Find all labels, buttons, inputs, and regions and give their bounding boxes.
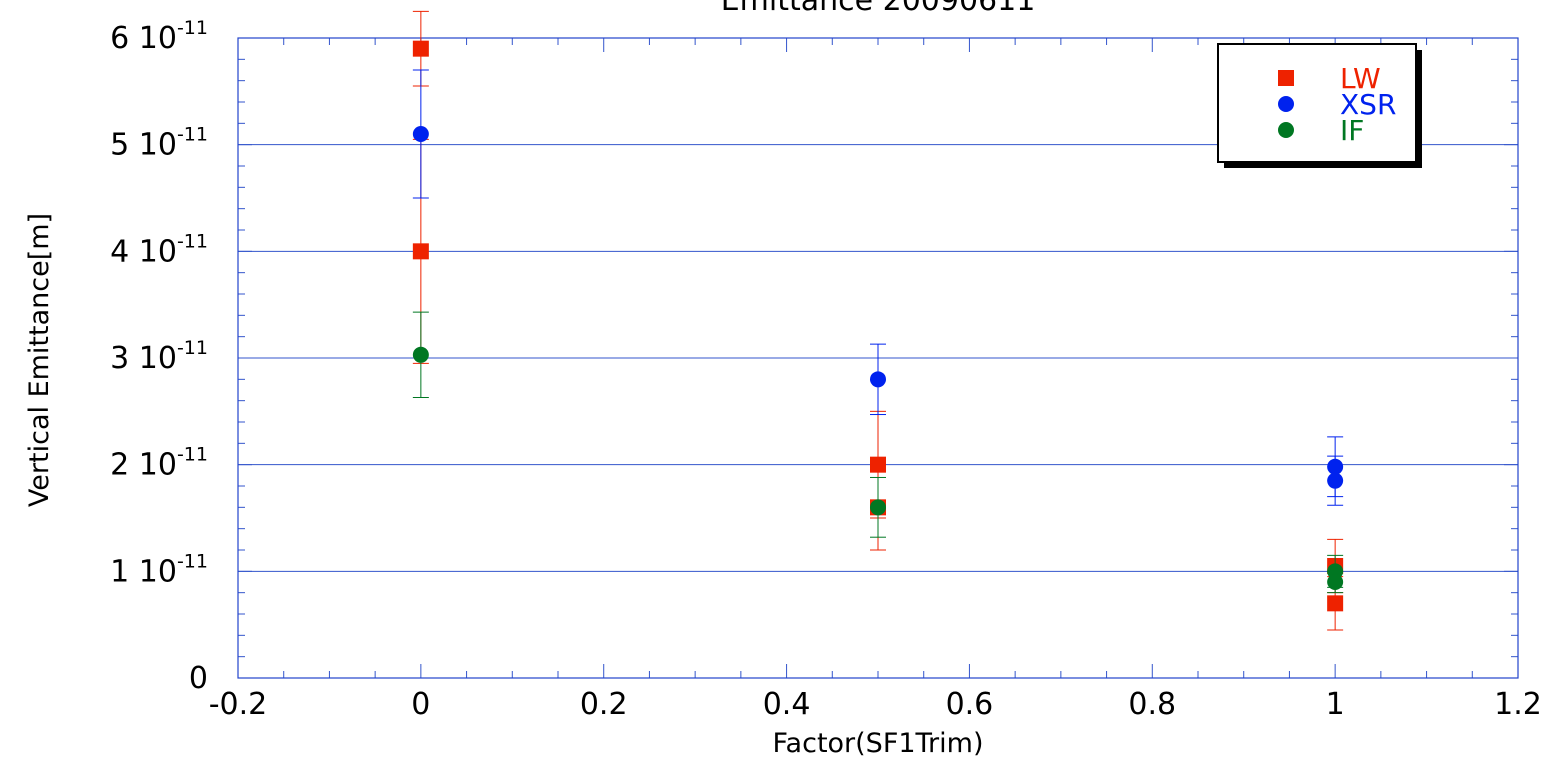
chart-title: Emittance 20090611 xyxy=(721,0,1036,18)
data-point-circle xyxy=(870,499,886,516)
y-tick-label: 3 10-11 xyxy=(110,337,208,376)
x-tick-label: 0.6 xyxy=(946,687,994,722)
legend-label-if: IF xyxy=(1340,114,1364,147)
legend-box xyxy=(1217,43,1417,163)
x-tick-label: 1.2 xyxy=(1494,687,1542,722)
y-tick-label: 0 xyxy=(189,661,208,696)
data-point-circle xyxy=(412,126,429,142)
data-point-circle xyxy=(1327,458,1344,475)
x-axis-ticks: -0.2 0 0.2 0.4 0.6 0.8 1 1.2 xyxy=(209,687,1542,722)
x-tick-label: -0.2 xyxy=(209,687,268,722)
y-axis-ticks: 0 1 10-11 2 10-11 3 10-11 4 10-11 5 10-11 6 10… xyxy=(110,17,208,696)
y-tick-label: 4 10-11 xyxy=(110,230,208,269)
legend-label-lw: LW xyxy=(1340,62,1381,95)
data-point-circle xyxy=(870,371,886,388)
x-tick-label: 1 xyxy=(1326,687,1345,722)
data-point-square xyxy=(870,456,886,473)
legend-marker-xsr xyxy=(1278,96,1294,112)
data-point-circle xyxy=(412,346,429,363)
legend-label-xsr: XSR xyxy=(1340,88,1396,121)
data-point-circle xyxy=(1327,472,1344,489)
y-tick-label: 5 10-11 xyxy=(110,124,208,163)
plot-area-frame xyxy=(237,37,1519,679)
series-xsr xyxy=(412,69,1344,506)
data-point-circle xyxy=(1327,574,1344,590)
data-series xyxy=(412,10,1344,631)
x-tick-label: 0 xyxy=(411,687,430,722)
legend-marker-lw xyxy=(1278,70,1294,86)
x-tick-label: 0.2 xyxy=(580,687,628,722)
y-axis-title: Vertical Emittance[m] xyxy=(24,213,55,507)
y-tick-label: 2 10-11 xyxy=(110,444,208,483)
data-point-square xyxy=(412,40,429,57)
x-axis-title: Factor(SF1Trim) xyxy=(773,728,984,758)
x-tick-label: 0.4 xyxy=(763,687,811,722)
data-point-square xyxy=(412,243,429,260)
data-point-square xyxy=(1327,595,1344,612)
x-tick-label: 0.8 xyxy=(1128,687,1176,722)
series-if xyxy=(412,311,1344,594)
y-tick-label: 6 10-11 xyxy=(110,17,208,56)
y-tick-label: 1 10-11 xyxy=(110,550,208,589)
legend-marker-if xyxy=(1278,122,1294,138)
